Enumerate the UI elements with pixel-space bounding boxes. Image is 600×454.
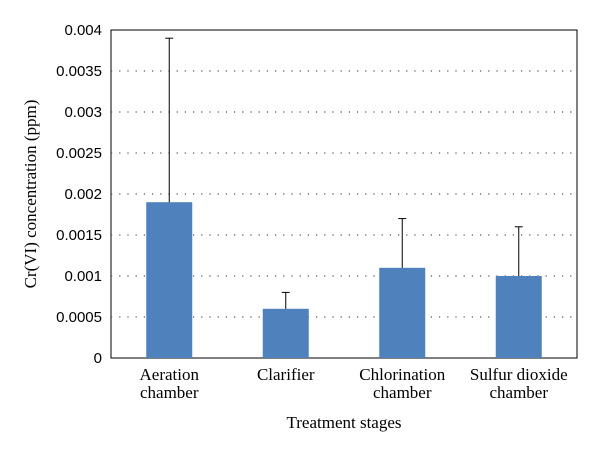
y-tick-label: 0.003 [64,104,102,121]
x-category-label: Chlorination [359,365,445,384]
y-tick-label: 0 [94,350,102,367]
x-category-label: chamber [373,383,432,402]
x-axis-title: Treatment stages [286,413,401,432]
y-axis-title: Cr(VI) concentration (ppm) [21,100,40,289]
y-tick-label: 0.0015 [56,227,102,244]
x-category-label: chamber [489,383,548,402]
x-category-label: Clarifier [257,365,315,384]
bar [146,202,193,358]
bar [262,308,309,358]
y-tick-label: 0.0035 [56,63,102,80]
y-tick-label: 0.001 [64,268,102,285]
y-tick-labels: 0 0.0005 0.001 0.0015 0.002 0.0025 0.003 0.0035… [56,22,102,367]
bars [146,202,542,358]
y-tick-label: 0.002 [64,186,102,203]
x-category-label: Sulfur dioxide [470,365,568,384]
y-tick-label: 0.0025 [56,145,102,162]
bar [495,276,542,358]
y-tick-label: 0.0005 [56,309,102,326]
bar [379,267,426,358]
error-bars [165,37,523,309]
x-category-label: chamber [140,383,199,402]
y-tick-label: 0.004 [64,22,102,39]
x-category-label: Aeration [140,365,200,384]
